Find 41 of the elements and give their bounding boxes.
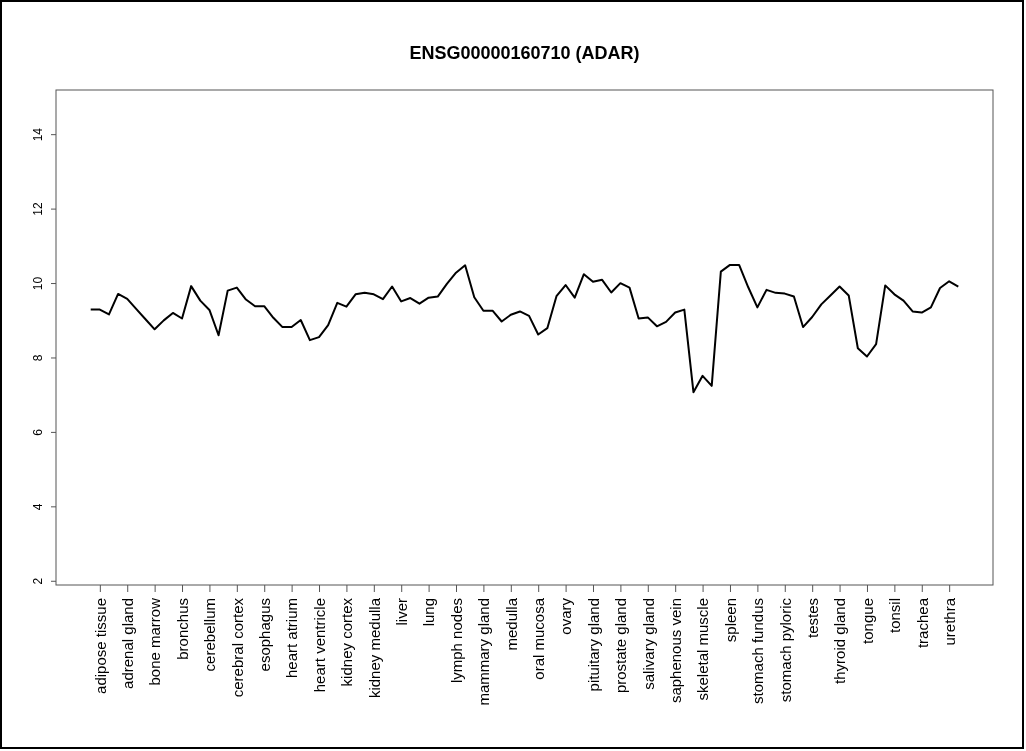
- x-tick-label: trachea: [913, 597, 931, 649]
- y-tick-label: 6: [31, 428, 45, 436]
- x-tick-label: prostate gland: [612, 598, 630, 694]
- x-tick-label: heart ventricle: [310, 598, 328, 693]
- x-tick-label: stomach pyloric: [776, 597, 794, 703]
- y-tick-label: 2: [31, 577, 45, 585]
- x-tick-label: salivary gland: [639, 598, 657, 690]
- y-tick-label: 4: [31, 503, 45, 511]
- x-tick-label: pituitary gland: [584, 598, 602, 692]
- x-tick-label: thyroid gland: [831, 598, 849, 684]
- y-tick-label: 14: [31, 127, 45, 142]
- x-tick-label: stomach fundus: [749, 598, 767, 704]
- x-tick-label: heart atrium: [283, 598, 301, 679]
- x-tick-label: bronchus: [173, 598, 191, 660]
- chart-title: ENSG00000160710 (ADAR): [409, 43, 640, 63]
- x-tick-label: medulla: [502, 597, 520, 651]
- x-tick-label: tongue: [858, 598, 876, 644]
- x-tick-label: lung: [420, 598, 438, 627]
- x-tick-label: adipose tissue: [91, 598, 109, 694]
- x-tick-label: spleen: [721, 598, 739, 643]
- x-tick-label: bone marrow: [146, 597, 164, 686]
- x-tick-label: tonsil: [886, 598, 904, 634]
- x-tick-label: adrenal gland: [118, 598, 136, 689]
- x-tick-label: urethra: [940, 597, 958, 646]
- x-tick-label: cerebellum: [201, 598, 219, 672]
- x-tick-label: skeletal muscle: [694, 598, 712, 701]
- x-tick-label: lymph nodes: [447, 598, 465, 684]
- x-tick-label: esophagus: [255, 598, 273, 672]
- y-tick-label: 10: [31, 276, 45, 291]
- x-tick-label: liver: [392, 598, 410, 626]
- x-tick-label: saphenous vein: [666, 598, 684, 704]
- x-tick-label: cerebral cortex: [228, 597, 246, 698]
- x-tick-label: oral mucosa: [529, 597, 547, 680]
- x-tick-label: mammary gland: [475, 598, 493, 706]
- x-tick-label: ovary: [557, 597, 575, 635]
- x-tick-label: kidney medulla: [365, 597, 383, 699]
- y-tick-label: 12: [31, 202, 45, 216]
- line-series: [89, 263, 960, 394]
- x-tick-label: kidney cortex: [338, 597, 356, 687]
- x-tick-label: testes: [803, 598, 821, 639]
- y-tick-label: 8: [31, 354, 45, 362]
